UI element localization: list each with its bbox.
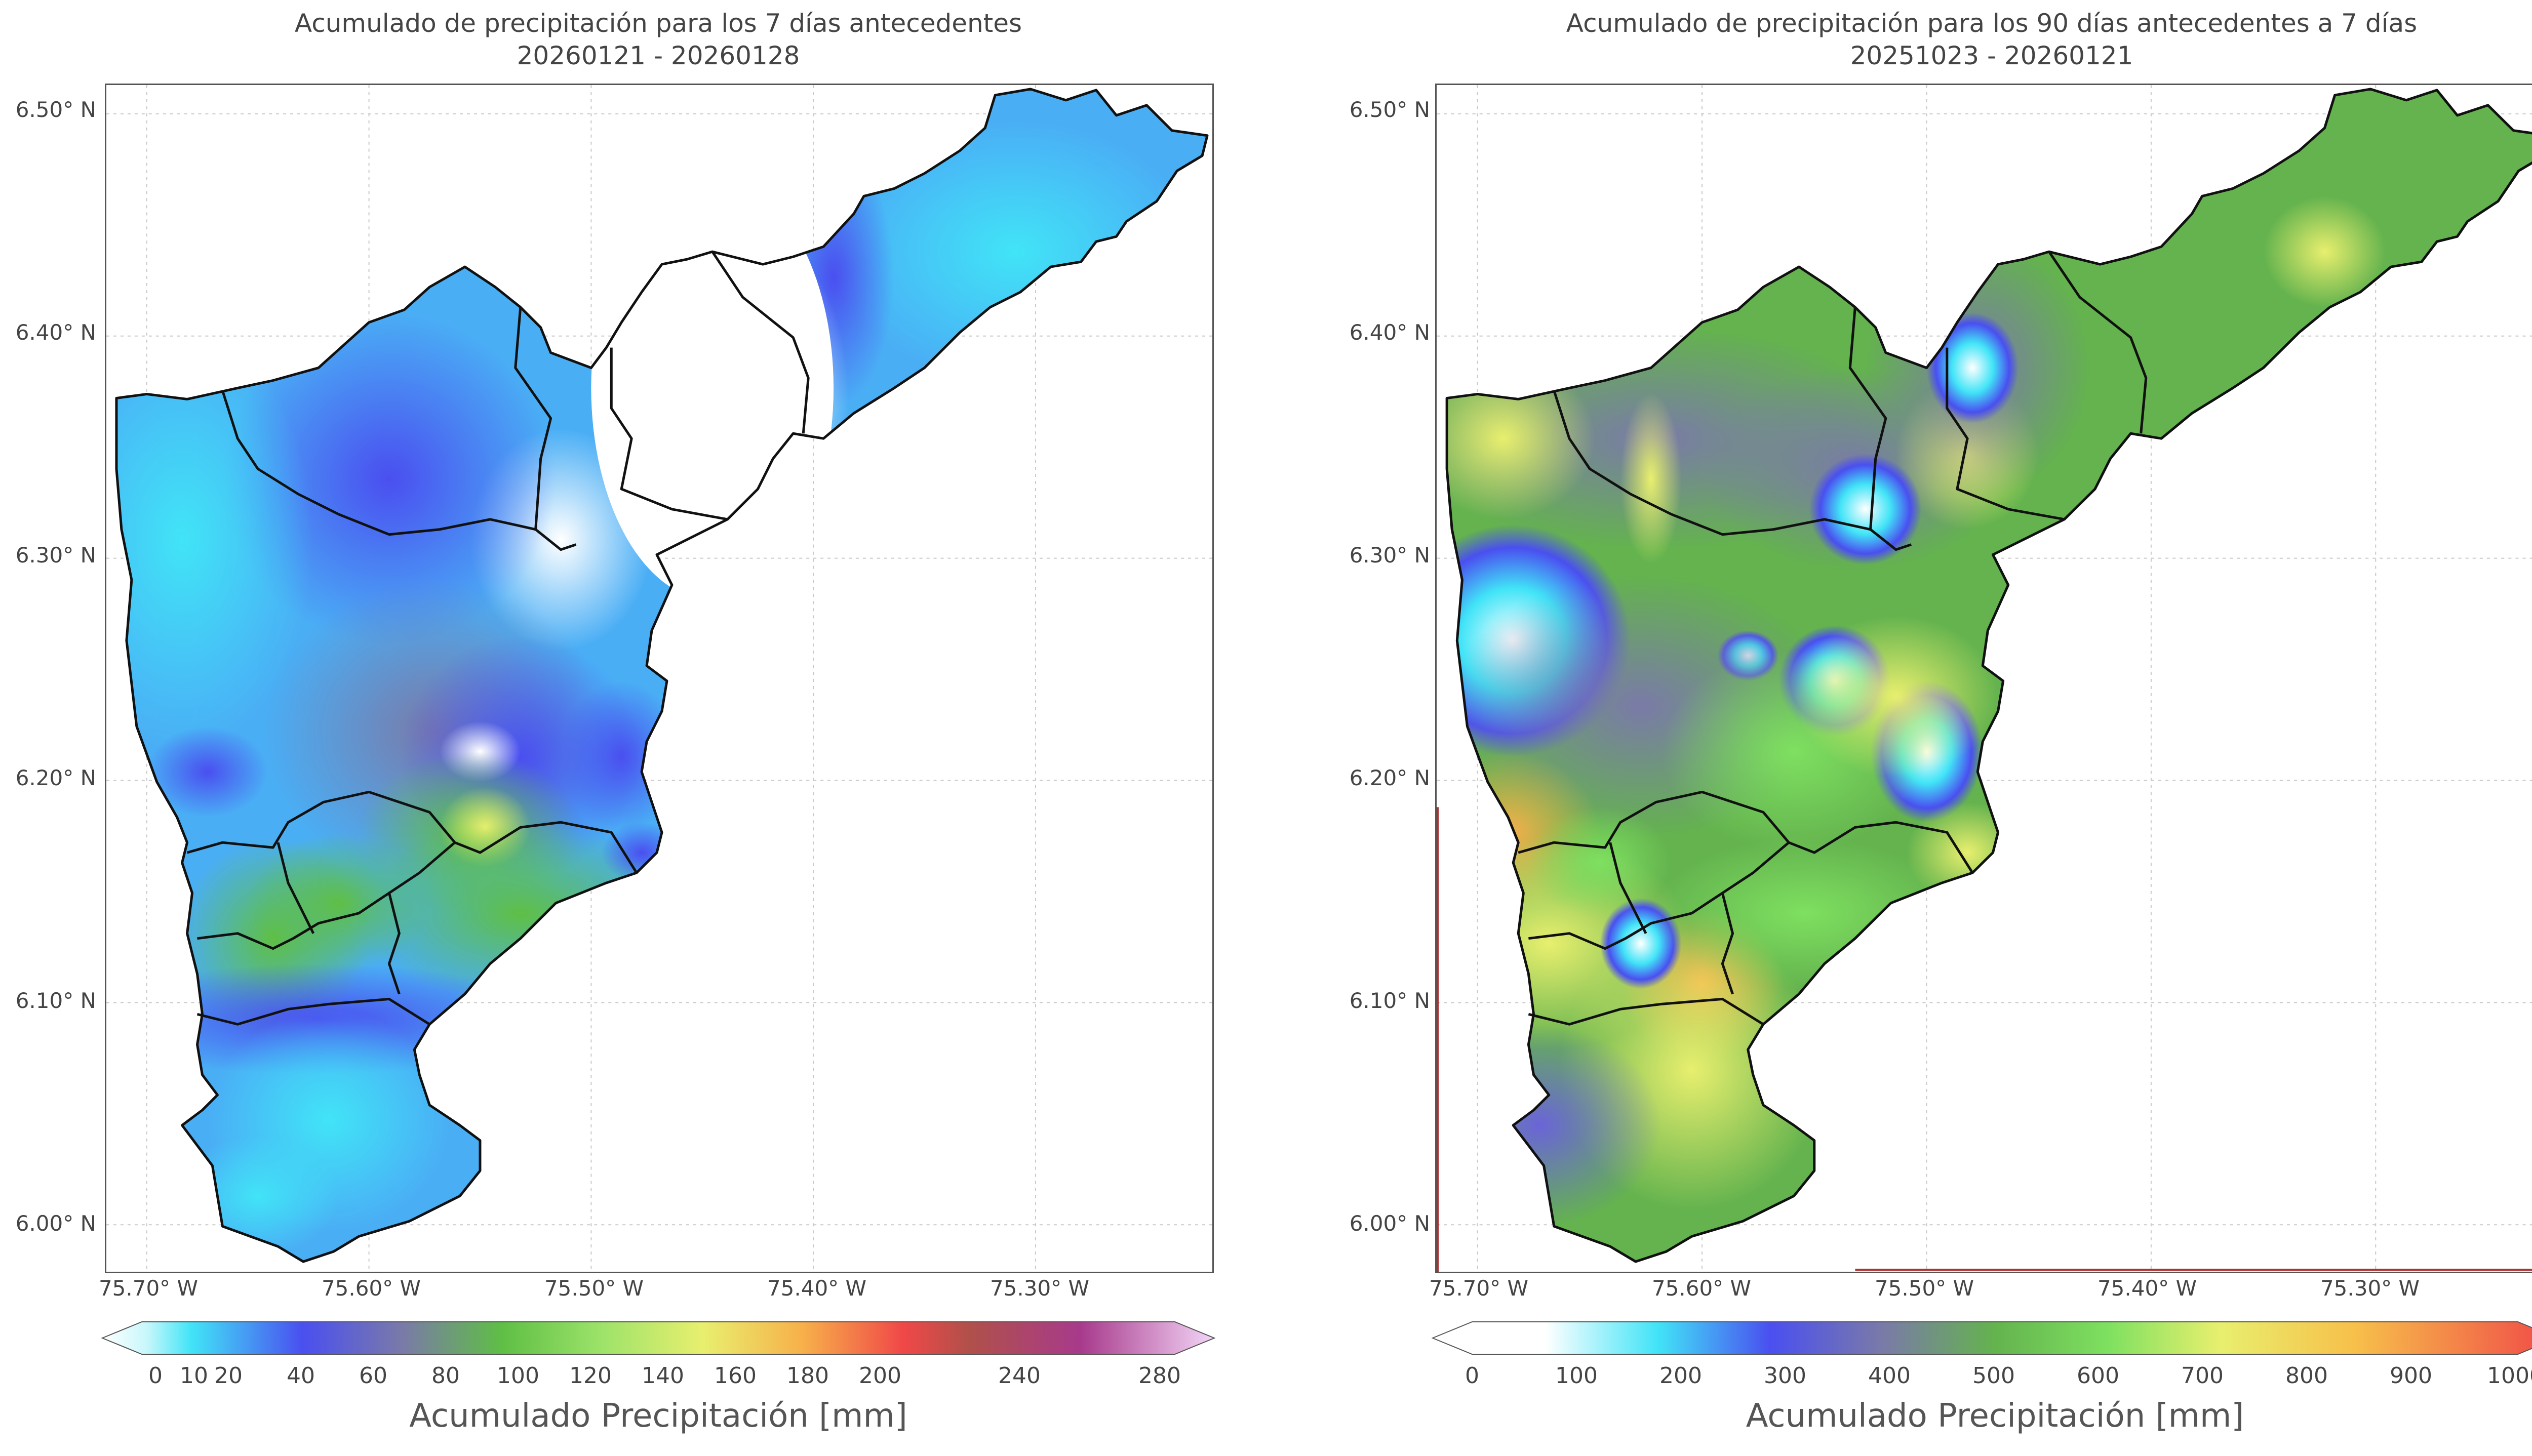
colorbar-tick: 100: [497, 1363, 539, 1389]
x-tick-label: 75.40° W: [767, 1276, 867, 1301]
panel-title: Acumulado de precipitación para los 90 d…: [1566, 9, 2418, 38]
colorbar-tick: 0: [1465, 1363, 1479, 1389]
y-tick-label: 6.00° N: [1349, 1211, 1430, 1236]
y-tick-label: 6.20° N: [15, 765, 96, 790]
y-tick-label: 6.30° N: [15, 543, 96, 568]
colorbar-tick: 200: [859, 1363, 901, 1389]
y-tick-label: 6.00° N: [15, 1211, 96, 1236]
x-tick-label: 75.60° W: [321, 1276, 421, 1301]
panel-90-day: Acumulado de precipitación para los 90 d…: [1277, 0, 2532, 1456]
colorbar-label: Acumulado Precipitación [mm]: [1746, 1397, 2244, 1435]
colorbar-gradient: [101, 1321, 1215, 1355]
municipality-boundaries: [1445, 88, 2532, 1263]
colorbar-tick: 10: [180, 1363, 208, 1389]
colorbar-tick: 40: [287, 1363, 315, 1389]
x-tick-label: 75.40° W: [2097, 1276, 2197, 1301]
colorbar-tick: 100: [1555, 1363, 1598, 1389]
colorbar-tick: 900: [2390, 1363, 2432, 1389]
colorbar-tick: 180: [786, 1363, 829, 1389]
colorbar-label: Acumulado Precipitación [mm]: [409, 1397, 907, 1435]
colorbar-tick: 600: [2077, 1363, 2119, 1389]
y-tick-label: 6.50° N: [1349, 97, 1430, 122]
y-tick-label: 6.10° N: [1349, 988, 1430, 1013]
x-tick-label: 75.50° W: [544, 1276, 644, 1301]
colorbar-90-day: [1432, 1320, 2532, 1356]
panel-date-range: 20251023 - 20260121: [1850, 41, 2133, 70]
x-tick-label: 75.30° W: [990, 1276, 1090, 1301]
colorbar-tick: 700: [2181, 1363, 2224, 1389]
municipality-boundaries: [115, 88, 1209, 1263]
colorbar-tick: 20: [214, 1363, 243, 1389]
colorbar-7-day: [101, 1320, 1215, 1356]
colorbar-tick: 1000: [2487, 1363, 2532, 1389]
x-tick-label: 75.60° W: [1651, 1276, 1752, 1301]
colorbar-tick: 300: [1764, 1363, 1806, 1389]
y-tick-label: 6.40° N: [15, 320, 96, 345]
panel-7-day: Acumulado de precipitación para los 7 dí…: [15, 9, 1215, 1435]
colorbar-tick: 240: [998, 1363, 1041, 1389]
colorbar-tick: 280: [1138, 1363, 1181, 1389]
y-tick-label: 6.30° N: [1349, 543, 1430, 568]
x-tick-label: 75.70° W: [1429, 1276, 1529, 1301]
colorbar-tick: 0: [148, 1363, 163, 1389]
x-tick-label: 75.50° W: [1874, 1276, 1974, 1301]
y-tick-label: 6.20° N: [1349, 765, 1430, 790]
precipitation-field: [116, 89, 1208, 1262]
y-tick-label: 6.50° N: [15, 97, 96, 122]
map-canvas: [1437, 85, 2532, 1272]
colorbar-tick: 800: [2285, 1363, 2328, 1389]
colorbar-tick: 120: [569, 1363, 612, 1389]
panel-date-range: 20260121 - 20260128: [517, 41, 800, 70]
colorbar-tick: 60: [359, 1363, 387, 1389]
y-tick-label: 6.40° N: [1349, 320, 1430, 345]
colorbar-tick: 140: [642, 1363, 684, 1389]
precipitation-map-7-day: [105, 84, 1214, 1273]
colorbar-gradient: [1432, 1321, 2532, 1355]
panel-title: Acumulado de precipitación para los 7 dí…: [294, 9, 1022, 38]
precipitation-map-90-day: [1435, 84, 2532, 1273]
map-canvas: [106, 85, 1212, 1272]
x-tick-label: 75.30° W: [2320, 1276, 2420, 1301]
precipitation-field: [1447, 89, 2532, 1262]
y-tick-label: 6.10° N: [15, 988, 96, 1013]
colorbar-tick: 80: [431, 1363, 460, 1389]
colorbar-tick: 500: [1972, 1363, 2015, 1389]
colorbar-tick: 400: [1868, 1363, 1911, 1389]
x-tick-label: 75.70° W: [98, 1276, 199, 1301]
colorbar-tick: 160: [714, 1363, 757, 1389]
colorbar-tick: 200: [1659, 1363, 1702, 1389]
